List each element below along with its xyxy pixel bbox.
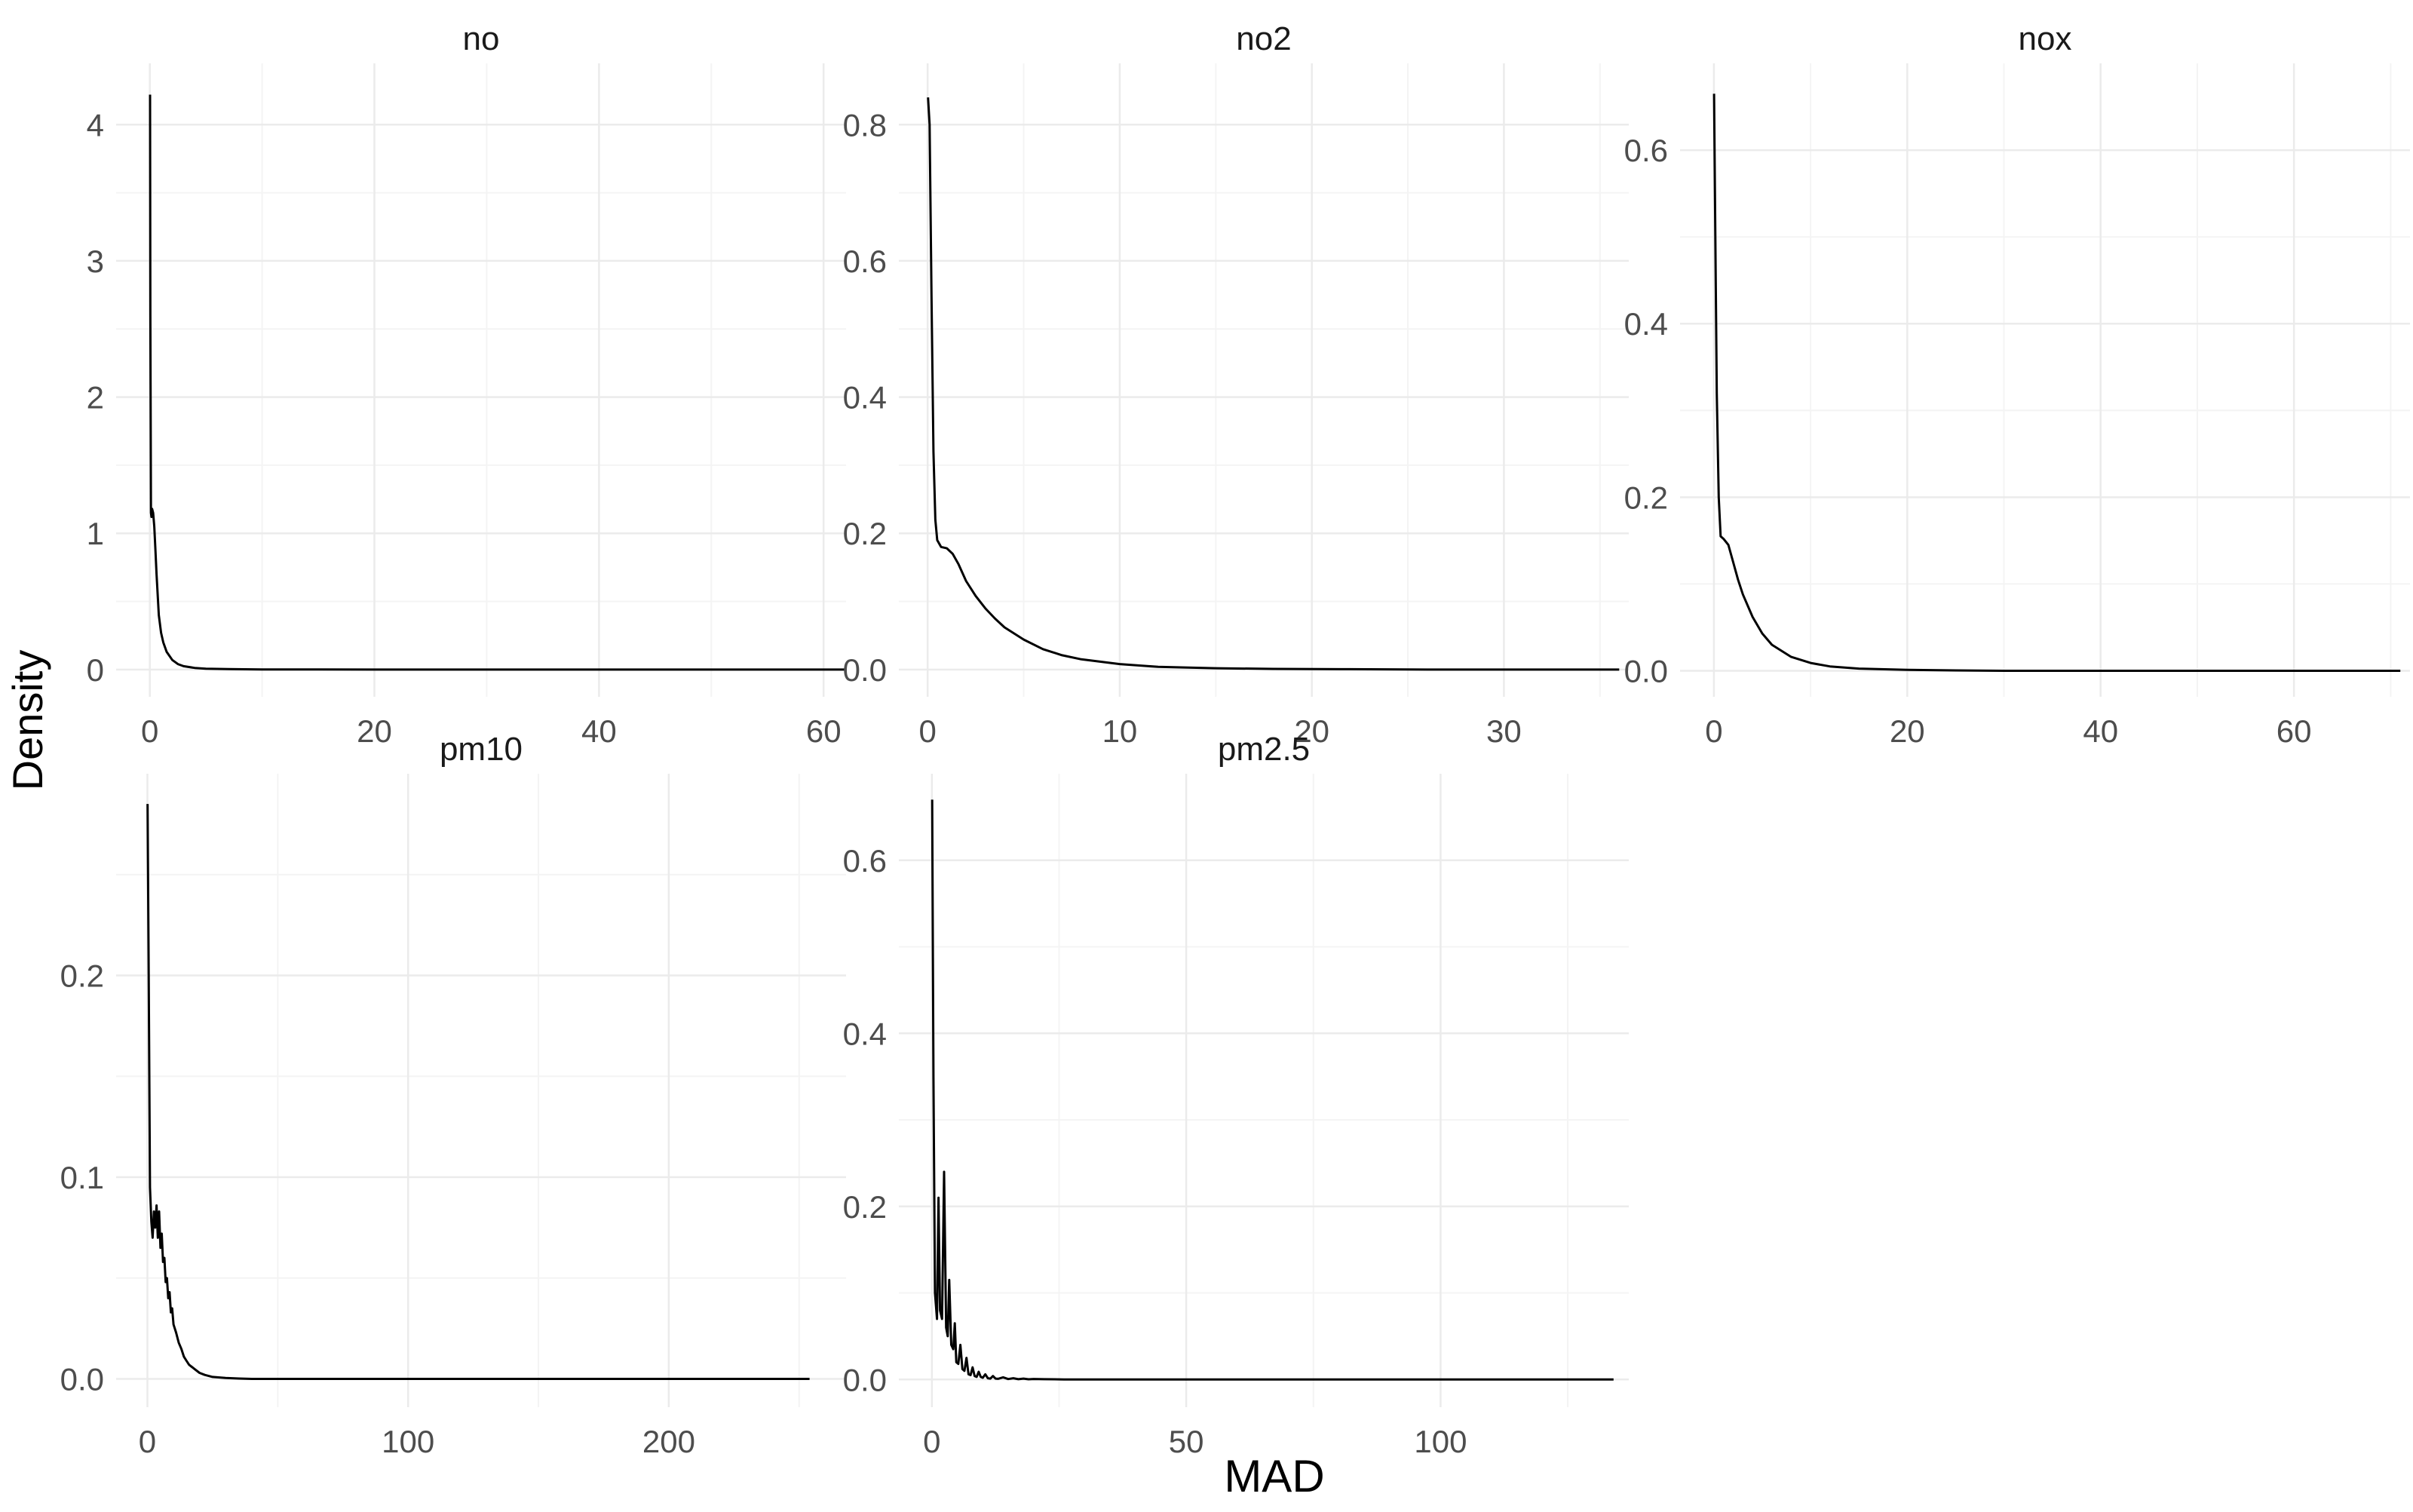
panel-pm10: 0 100 200 0.0 0.1 0.2 pm10 (60, 731, 846, 1459)
y-tick-label: 0.1 (60, 1160, 104, 1195)
panel-no: 0 20 40 60 0 1 2 3 4 no (87, 20, 846, 749)
y-tick-label: 0.2 (843, 1189, 887, 1225)
x-tick-label: 20 (1294, 713, 1329, 749)
x-tick-label: 0 (923, 1424, 940, 1459)
density-line (149, 94, 846, 671)
panel-title: pm10 (440, 731, 523, 768)
density-line (146, 804, 810, 1380)
y-tick-label: 0.6 (843, 843, 887, 879)
y-tick-label: 0.6 (843, 244, 887, 279)
y-tick-label: 2 (87, 380, 104, 416)
y-tick-label: 0.2 (1624, 480, 1668, 515)
y-tick-label: 1 (87, 516, 104, 551)
y-tick-label: 0.4 (843, 380, 887, 416)
panel-title: no (463, 20, 500, 57)
y-tick-label: 3 (87, 244, 104, 279)
y-tick-label: 4 (87, 107, 104, 143)
y-tick-label: 0.0 (60, 1362, 104, 1397)
y-tick-label: 0.0 (843, 1362, 887, 1397)
panel-no2: 0 10 20 30 0.0 0.2 0.4 0.6 0.8 no2 (843, 20, 1629, 749)
x-tick-label: 100 (382, 1424, 434, 1459)
x-tick-label: 10 (1102, 713, 1138, 749)
x-tick-label: 40 (2083, 713, 2118, 749)
x-tick-label: 30 (1486, 713, 1522, 749)
y-tick-label: 0.8 (843, 107, 887, 143)
y-tick-label: 0.2 (843, 516, 887, 551)
panel-title: pm2.5 (1218, 731, 1310, 768)
panel-title: nox (2019, 20, 2072, 57)
y-axis-title: Density (4, 650, 51, 791)
density-line (1712, 94, 2401, 672)
x-tick-label: 40 (581, 713, 617, 749)
x-tick-label: 0 (1705, 713, 1722, 749)
x-tick-label: 60 (2277, 713, 2312, 749)
x-tick-label: 20 (357, 713, 392, 749)
x-tick-label: 60 (806, 713, 842, 749)
x-tick-label: 200 (642, 1424, 695, 1459)
x-tick-label: 0 (141, 713, 158, 749)
y-tick-label: 0.2 (60, 958, 104, 994)
y-tick-label: 0.6 (1624, 133, 1668, 168)
x-axis-title: MAD (1224, 1451, 1324, 1501)
y-tick-label: 0 (87, 652, 104, 688)
y-tick-label: 0.0 (1624, 653, 1668, 689)
x-tick-label: 20 (1890, 713, 1925, 749)
panel-pm2.5: 0 50 100 0.0 0.2 0.4 0.6 pm2.5 (843, 731, 1629, 1459)
x-tick-label: 0 (919, 713, 937, 749)
density-line (927, 97, 1620, 671)
panel-nox: 0 20 40 60 0.0 0.2 0.4 0.6 nox (1624, 20, 2410, 749)
y-tick-label: 0.4 (843, 1016, 887, 1051)
x-tick-label: 50 (1169, 1424, 1204, 1459)
density-line (931, 799, 1614, 1381)
y-tick-label: 0.0 (843, 652, 887, 688)
panel-title: no2 (1236, 20, 1291, 57)
x-tick-label: 100 (1414, 1424, 1467, 1459)
x-tick-label: 0 (139, 1424, 156, 1459)
y-tick-label: 0.4 (1624, 306, 1668, 342)
